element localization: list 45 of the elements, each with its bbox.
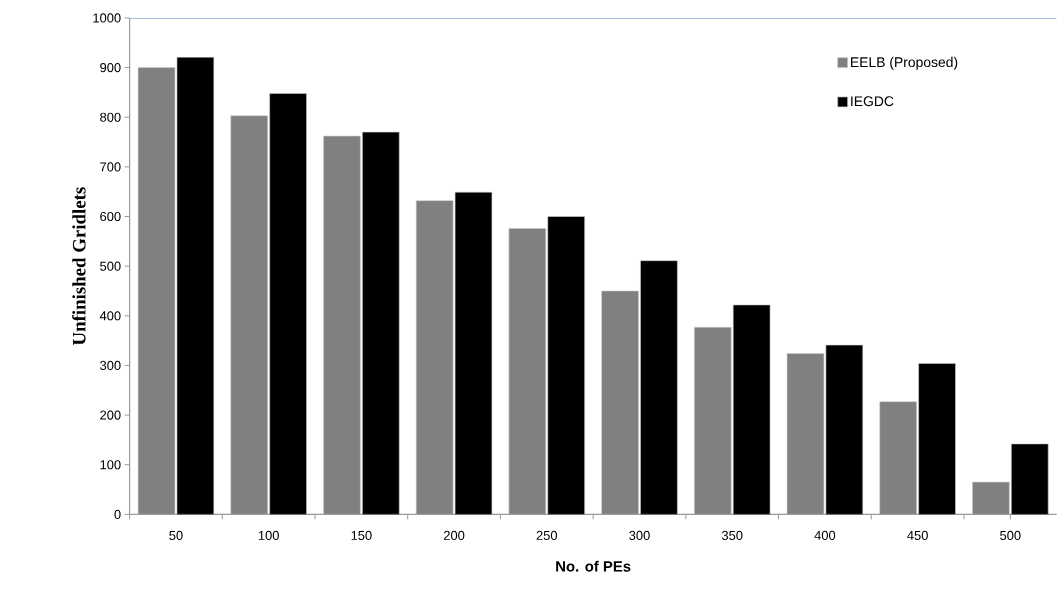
bar <box>269 93 307 515</box>
x-tick-label: 500 <box>1000 530 1021 540</box>
x-tick-label: 450 <box>907 530 928 540</box>
bar <box>362 131 400 515</box>
bar <box>918 363 956 515</box>
y-tick-label: 0 <box>114 509 121 519</box>
bar <box>972 481 1010 515</box>
bar <box>786 353 825 515</box>
y-tick-label: 300 <box>100 360 121 370</box>
x-tick-label: 400 <box>814 530 836 540</box>
bar <box>1011 443 1049 515</box>
x-tick-label: 50 <box>169 530 183 540</box>
bar <box>230 115 268 515</box>
bar <box>601 290 639 515</box>
legend-label: EELB (Proposed) <box>851 56 958 70</box>
bar <box>640 260 678 515</box>
legend-label: IEGDC <box>851 96 894 107</box>
bar <box>879 401 917 515</box>
x-tick-label: 250 <box>536 530 558 540</box>
x-tick-label: 100 <box>258 530 279 540</box>
bar <box>732 304 771 515</box>
x-tick-label: 150 <box>351 530 372 540</box>
y-tick-label: 1000 <box>93 13 121 23</box>
x-tick-label: 350 <box>721 530 743 540</box>
bar <box>137 67 176 515</box>
x-tick-label: 300 <box>629 530 650 540</box>
y-tick-label: 700 <box>100 162 121 172</box>
y-tick-label: 600 <box>100 211 121 222</box>
bar <box>415 200 454 515</box>
y-tick-label: 900 <box>100 62 121 73</box>
bar <box>547 216 585 515</box>
bar <box>176 56 215 515</box>
x-tick-label: 200 <box>443 530 465 540</box>
x-axis-title: No. of PEs <box>556 560 631 572</box>
bar <box>454 191 493 515</box>
y-axis-title: Unfinished Gridlets <box>72 187 86 346</box>
bar <box>825 344 864 515</box>
bar <box>508 228 547 515</box>
y-tick-label: 800 <box>100 112 121 122</box>
bar <box>694 326 732 515</box>
y-tick-label: 400 <box>99 311 121 321</box>
bar <box>323 135 361 515</box>
y-tick-label: 200 <box>100 410 121 420</box>
y-tick-label: 100 <box>100 460 121 470</box>
y-tick-label: 500 <box>100 261 121 271</box>
